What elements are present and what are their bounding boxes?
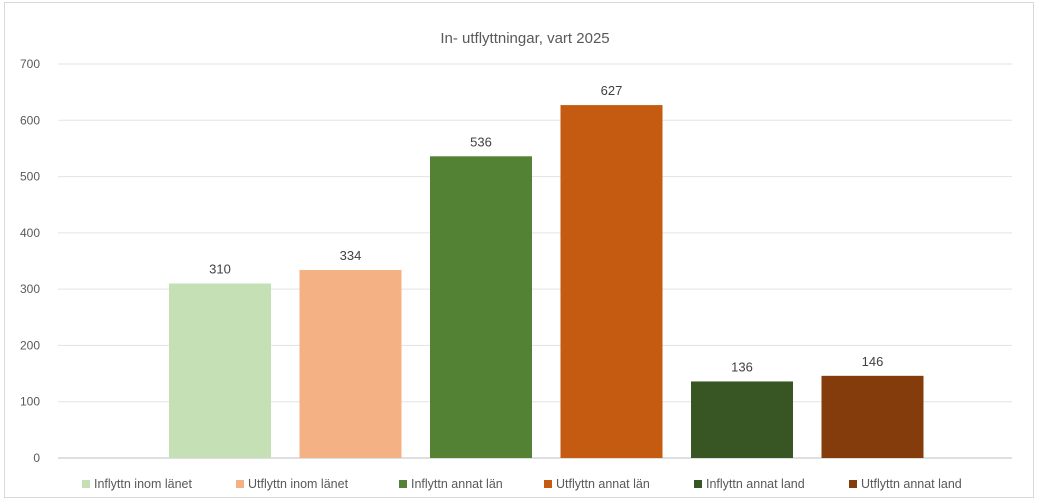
data-label: 334: [340, 248, 362, 263]
y-tick-label: 0: [33, 451, 40, 465]
chart-title: In- utflyttningar, vart 2025: [440, 30, 609, 47]
y-tick-label: 100: [20, 395, 40, 409]
legend-label: Inflyttn annat land: [706, 477, 805, 491]
bar: [299, 270, 402, 458]
y-tick-label: 300: [20, 282, 40, 296]
legend-swatch: [849, 480, 857, 488]
legend-swatch: [544, 480, 552, 488]
legend-label: Inflyttn inom länet: [94, 477, 192, 491]
legend-label: Utflyttn inom länet: [248, 477, 349, 491]
data-label: 136: [731, 359, 753, 374]
legend-label: Utflyttn annat län: [556, 477, 650, 491]
y-tick-label: 500: [20, 170, 40, 184]
legend-swatch: [399, 480, 407, 488]
legend-swatch: [82, 480, 90, 488]
legend-swatch: [694, 480, 702, 488]
legend: Inflyttn inom länet Utflyttn inom länet In…: [82, 477, 962, 491]
bar: [169, 283, 271, 458]
data-label: 310: [209, 262, 231, 277]
bar: [821, 375, 924, 458]
legend-label: Utflyttn annat land: [861, 477, 962, 491]
bar: [560, 105, 663, 459]
y-tick-label: 200: [20, 338, 40, 352]
data-label: 536: [470, 134, 492, 149]
legend-label: Inflyttn annat län: [411, 477, 503, 491]
data-labels: 310 334 536 627 136 146: [209, 83, 883, 374]
data-label: 146: [862, 354, 884, 369]
bars: [169, 105, 924, 459]
bar: [430, 156, 532, 458]
y-tick-label: 700: [20, 57, 40, 71]
y-tick-label: 600: [20, 113, 40, 127]
bar: [691, 381, 793, 458]
data-label: 627: [601, 83, 623, 98]
y-tick-label: 400: [20, 226, 40, 240]
y-axis: 0 100 200 300 400 500 600 700: [20, 57, 40, 465]
legend-swatch: [236, 480, 244, 488]
